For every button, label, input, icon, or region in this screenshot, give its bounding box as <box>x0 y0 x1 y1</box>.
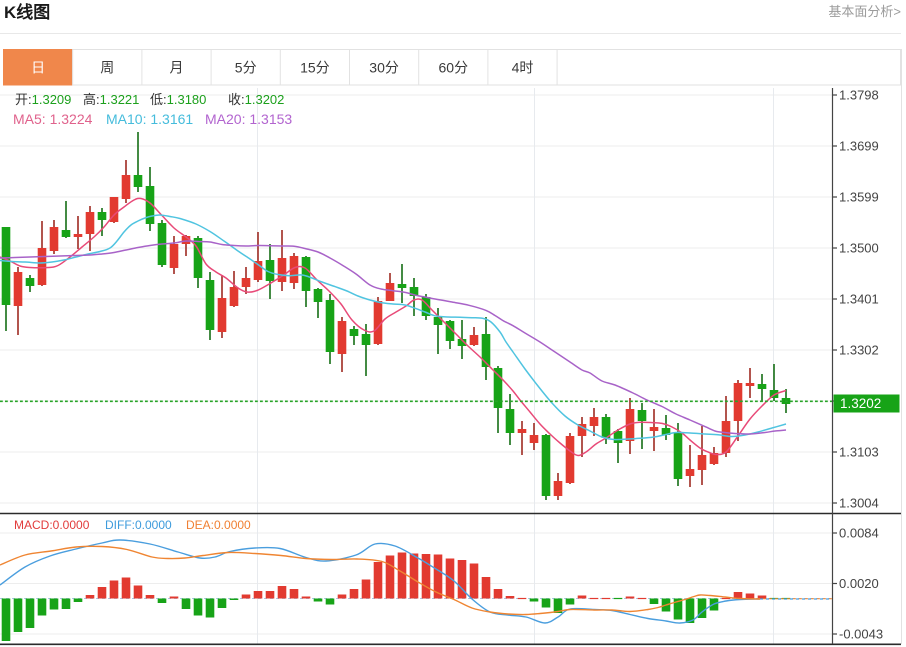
svg-text:K线图: K线图 <box>4 2 50 22</box>
svg-text:月: 月 <box>170 60 184 76</box>
svg-text:日: 日 <box>31 60 45 76</box>
svg-text:-0.0043: -0.0043 <box>839 627 883 642</box>
svg-text:1.3302: 1.3302 <box>839 343 879 358</box>
svg-text:15分: 15分 <box>300 60 330 76</box>
svg-text:1.3500: 1.3500 <box>839 241 879 256</box>
svg-text:4时: 4时 <box>512 60 534 76</box>
svg-text:周: 周 <box>100 60 114 76</box>
svg-text:1.3103: 1.3103 <box>839 445 879 460</box>
svg-text:MACD:0.0000: MACD:0.0000 <box>14 518 90 532</box>
svg-text:30分: 30分 <box>369 60 399 76</box>
svg-text:1.3599: 1.3599 <box>839 190 879 205</box>
svg-text:1.3798: 1.3798 <box>839 88 879 103</box>
svg-text:1.3699: 1.3699 <box>839 139 879 154</box>
svg-text:基本面分析>: 基本面分析> <box>828 4 901 19</box>
svg-text:1.3401: 1.3401 <box>839 292 879 307</box>
svg-text:0.0020: 0.0020 <box>839 576 879 591</box>
svg-text:5分: 5分 <box>235 60 257 76</box>
svg-text:1.3004: 1.3004 <box>839 496 879 511</box>
svg-text:0.0084: 0.0084 <box>839 526 879 541</box>
svg-text:60分: 60分 <box>439 60 469 76</box>
svg-text:DIFF:0.0000: DIFF:0.0000 <box>105 518 172 532</box>
svg-text:DEA:0.0000: DEA:0.0000 <box>186 518 251 532</box>
svg-text:1.3202: 1.3202 <box>840 396 881 411</box>
